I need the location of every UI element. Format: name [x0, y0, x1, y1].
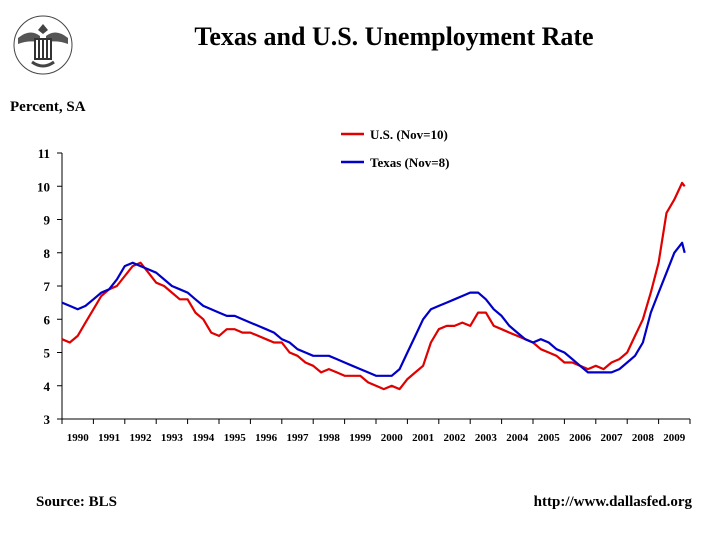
x-tick-label: 1990	[67, 432, 90, 444]
x-tick-label: 1995	[224, 432, 247, 444]
x-tick-label: 2000	[381, 432, 404, 444]
x-tick-label: 2005	[538, 432, 561, 444]
legend: U.S. (Nov=10) Texas (Nov=8)	[341, 127, 450, 170]
x-tick-label: 2004	[506, 432, 529, 444]
x-tick-label: 2006	[569, 432, 592, 444]
series-line-us	[61, 181, 686, 391]
y-tick-label: 6	[44, 312, 51, 327]
x-tick-label: 1994	[192, 432, 215, 444]
source-url: http://www.dallasfed.org	[533, 494, 692, 510]
y-tick-label: 7	[44, 279, 51, 294]
legend-label-texas: Texas (Nov=8)	[370, 155, 450, 170]
x-tick-label: 1993	[161, 432, 184, 444]
y-tick-label: 4	[44, 379, 51, 394]
series-line-texas	[61, 241, 686, 377]
legend-label-us: U.S. (Nov=10)	[370, 127, 448, 142]
x-tick-label: 1992	[130, 432, 153, 444]
y-tick-label: 8	[44, 246, 51, 261]
x-tick-label: 1991	[98, 432, 120, 444]
x-tick-label: 2001	[412, 432, 434, 444]
y-tick-label: 5	[44, 346, 51, 361]
series-lines	[61, 181, 686, 391]
x-tick-label: 2003	[475, 432, 498, 444]
y-tick-label: 11	[38, 146, 50, 161]
y-axis-label: Percent, SA	[10, 99, 86, 115]
y-tick-label: 10	[37, 179, 50, 194]
y-tick-label: 3	[44, 412, 51, 427]
x-tick-label: 1998	[318, 432, 341, 444]
federal-reserve-seal-logo	[12, 14, 74, 76]
axes: 3 4 5 6 7 8 9 10 11 1990 1991 1992 1993 1994 1995 1996 1…	[37, 146, 691, 444]
x-tick-label: 2002	[444, 432, 467, 444]
x-tick-label: 1999	[349, 432, 372, 444]
x-tick-label: 1996	[255, 432, 278, 444]
chart-title: Texas and U.S. Unemployment Rate	[194, 22, 594, 51]
y-tick-label: 9	[44, 213, 51, 228]
x-tick-label: 2009	[663, 432, 686, 444]
x-tick-label: 2008	[632, 432, 655, 444]
x-tick-label: 1997	[287, 432, 310, 444]
source-note: Source: BLS	[36, 494, 117, 510]
x-tick-label: 2007	[601, 432, 624, 444]
